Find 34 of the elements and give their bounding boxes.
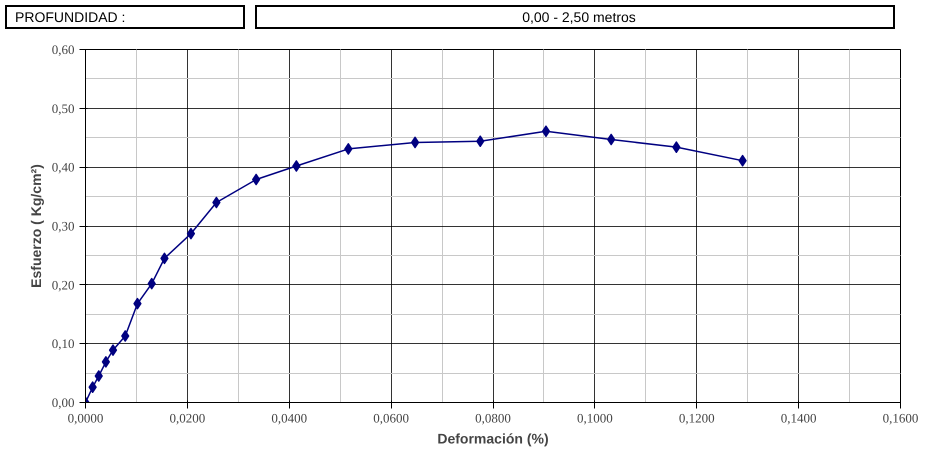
y-axis-title: Esfuerzo ( Kg/cm²) [28, 164, 44, 288]
point [738, 154, 747, 167]
point [88, 381, 97, 394]
text: 0,00 - 2,50 metros [522, 8, 636, 27]
x-tick-label: 0,0600 [373, 410, 409, 426]
y-tick-label: 0,50 [52, 100, 74, 116]
y-tick-label: 0,30 [52, 218, 74, 234]
x-axis-title: Deformación (%) [437, 430, 549, 446]
point [344, 142, 353, 155]
y-tick-label: 0,00 [52, 395, 74, 410]
point [410, 136, 420, 148]
x-tick-label: 0,1600 [882, 410, 918, 426]
point [672, 141, 681, 154]
text: PROFUNDIDAD : [15, 8, 126, 27]
y-tick-label: 0,40 [52, 160, 74, 175]
point [186, 228, 196, 240]
point [133, 298, 142, 310]
y-tick-label: 0,60 [52, 42, 74, 57]
x-tick-label: 0,1200 [678, 410, 715, 426]
x-tick-label: 0,0000 [68, 410, 104, 426]
point [212, 196, 221, 208]
x-tick-label: 0,0200 [170, 410, 206, 426]
x-tick-label: 0,0800 [475, 410, 511, 426]
y-tick-label: 0,10 [52, 336, 74, 352]
x-tick-label: 0,1000 [577, 410, 613, 426]
x-tick-label: 0,0400 [271, 410, 308, 426]
point [252, 174, 260, 186]
x-tick-label: 0,1400 [780, 410, 816, 426]
point [542, 125, 550, 138]
point [102, 356, 110, 368]
y-tick-label: 0,20 [52, 277, 74, 292]
point [292, 160, 301, 172]
point [108, 344, 118, 356]
point [160, 252, 169, 264]
